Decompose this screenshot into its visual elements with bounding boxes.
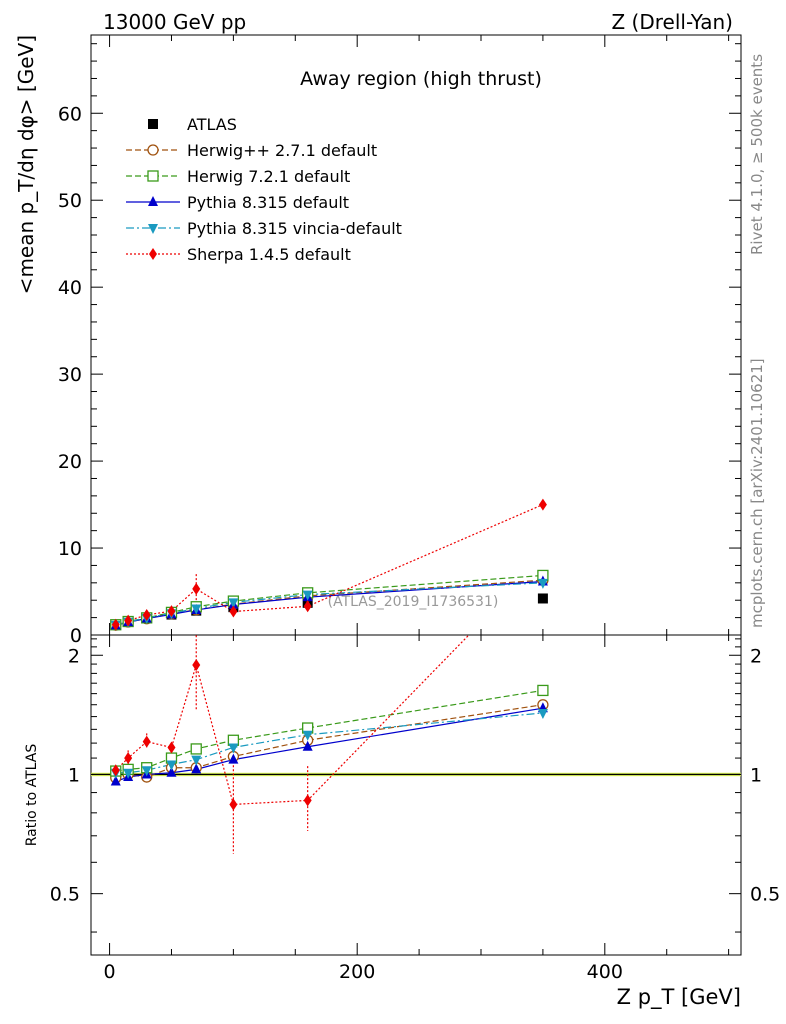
ratio-data-point bbox=[142, 735, 151, 748]
ratio-data-point bbox=[192, 658, 201, 671]
x-axis-label: Z p_T [GeV] bbox=[617, 985, 741, 1010]
main-series-line bbox=[115, 574, 543, 626]
data-point bbox=[303, 600, 312, 613]
ratio-y-tick-label-right: 0.5 bbox=[750, 884, 780, 906]
ratio-series-line bbox=[115, 689, 543, 772]
ratio-data-point bbox=[110, 775, 121, 786]
main-series-line bbox=[115, 579, 543, 626]
y-tick-label: 60 bbox=[58, 103, 82, 125]
ratio-data-point bbox=[141, 766, 152, 777]
y-tick-label: 40 bbox=[58, 277, 82, 299]
x-tick-label: 0 bbox=[104, 961, 116, 983]
energy-label: 13000 GeV pp bbox=[103, 10, 246, 34]
legend-label: Pythia 8.315 vincia-default bbox=[187, 219, 402, 238]
data-point bbox=[537, 593, 548, 604]
ratio-data-point bbox=[191, 763, 202, 774]
ratio-data-point bbox=[302, 740, 313, 751]
ratio-data-point bbox=[537, 708, 548, 719]
analysis-watermark: (ATLAS_2019_I1736531) bbox=[328, 594, 499, 610]
ratio-data-point bbox=[228, 743, 239, 754]
y-tick-label: 30 bbox=[58, 364, 82, 386]
legend-marker bbox=[149, 248, 157, 260]
legend-label: Herwig++ 2.7.1 default bbox=[187, 141, 377, 160]
y-axis-label: <mean p_T/dη dφ> [GeV] bbox=[14, 35, 38, 294]
ratio-data-point bbox=[537, 684, 549, 697]
legend: ATLAS Herwig++ 2.7.1 default Herwig 7.2.1 … bbox=[126, 115, 402, 264]
y-tick-label: 20 bbox=[58, 451, 82, 473]
legend-marker bbox=[147, 170, 159, 182]
data-point bbox=[124, 614, 133, 627]
legend-marker bbox=[147, 144, 159, 156]
process-label: Z (Drell-Yan) bbox=[611, 10, 733, 34]
ratio-data-point bbox=[191, 755, 202, 766]
data-point bbox=[111, 618, 120, 631]
ratio-y-axis-label: Ratio to ATLAS bbox=[24, 744, 40, 847]
main-series-line bbox=[115, 582, 543, 626]
data-point bbox=[192, 582, 201, 595]
ratio-plot-frame bbox=[90, 634, 742, 956]
ratio-data-point bbox=[123, 768, 134, 779]
y-tick-label: 50 bbox=[58, 190, 82, 212]
ratio-data-point bbox=[303, 794, 312, 807]
data-point bbox=[191, 604, 202, 615]
ratio-data-point bbox=[229, 798, 238, 811]
data-point bbox=[537, 578, 548, 589]
ratio-series-line bbox=[115, 635, 470, 806]
ratio-data-point bbox=[167, 741, 176, 754]
legend-marker bbox=[148, 224, 158, 234]
ratio-data-point bbox=[166, 766, 177, 777]
y-tick-label: 0 bbox=[70, 625, 82, 647]
data-point bbox=[229, 605, 238, 618]
data-point bbox=[228, 598, 239, 609]
ratio-y-tick-label: 1 bbox=[68, 764, 80, 786]
ratio-data-point bbox=[166, 760, 177, 771]
y-tick-label: 10 bbox=[58, 538, 82, 560]
ratio-series-line bbox=[115, 704, 543, 779]
ratio-data-point bbox=[111, 764, 120, 777]
data-point bbox=[538, 498, 547, 511]
ratio-data-point bbox=[228, 753, 239, 764]
main-plot-area bbox=[110, 498, 549, 631]
mcplots-side-label: mcplots.cern.ch [arXiv:2401.10621] bbox=[748, 358, 766, 628]
ratio-data-point bbox=[190, 743, 202, 755]
legend-label: Pythia 8.315 default bbox=[187, 193, 349, 212]
x-tick-label: 200 bbox=[339, 961, 375, 983]
x-tick-label: 400 bbox=[587, 961, 623, 983]
ratio-series-line bbox=[115, 712, 543, 774]
plot-title: Away region (high thrust) bbox=[300, 68, 542, 90]
data-point bbox=[302, 590, 313, 601]
ratio-plot-area bbox=[91, 635, 741, 854]
ratio-y-tick-label-right: 2 bbox=[750, 645, 762, 667]
legend-marker bbox=[148, 119, 158, 129]
legend-marker bbox=[148, 196, 158, 206]
data-point bbox=[167, 605, 176, 618]
ratio-y-tick-label: 2 bbox=[68, 645, 80, 667]
ratio-data-point bbox=[302, 730, 313, 741]
legend-label: Sherpa 1.4.5 default bbox=[187, 245, 351, 264]
rivet-side-label: Rivet 4.1.0, ≥ 500k events bbox=[748, 54, 766, 255]
ratio-y-tick-label-right: 1 bbox=[750, 764, 762, 786]
legend-label: Herwig 7.2.1 default bbox=[187, 167, 350, 186]
data-point bbox=[142, 609, 151, 621]
axis-ticks: 0 200 400 0 10 20 30 40 50 60 0.5 0.5 1 1 2 2 bbox=[50, 35, 780, 983]
ratio-y-tick-label: 0.5 bbox=[50, 884, 80, 906]
ratio-data-point bbox=[124, 752, 133, 765]
legend-label: ATLAS bbox=[187, 115, 237, 134]
